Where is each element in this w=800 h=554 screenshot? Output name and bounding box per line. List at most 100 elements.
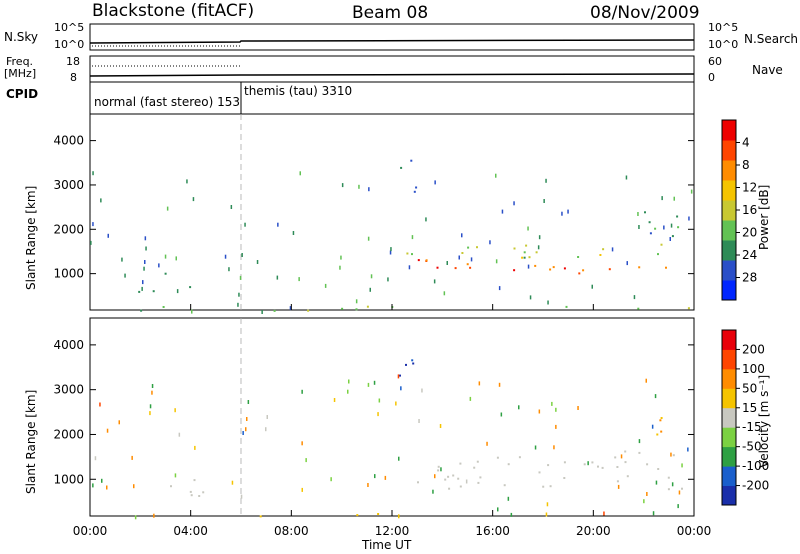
velocity-echo: [377, 513, 380, 515]
y-tick-label: 2000: [53, 427, 84, 441]
power-echo: [638, 225, 640, 229]
power-echo: [436, 266, 439, 269]
cpid-mode-themis: themis (tau) 3310: [244, 84, 353, 98]
velocity-echo: [652, 511, 655, 516]
velocity-echo: [405, 363, 407, 366]
velocity-echo: [510, 512, 513, 517]
power-echo: [369, 287, 371, 292]
power-echo: [417, 259, 420, 262]
power-echo: [340, 255, 342, 260]
power-echo: [241, 253, 243, 257]
power-echo: [669, 237, 671, 241]
velocity-echo: [437, 469, 440, 472]
y-tick-label: 3000: [53, 383, 84, 397]
power-echo: [661, 196, 663, 201]
power-echo: [276, 275, 279, 280]
x-tick-label: 12:00: [375, 524, 410, 538]
power-echo: [446, 261, 448, 265]
power-echo: [166, 206, 169, 211]
nsky-tick-top: 10^5: [54, 21, 85, 34]
power-echo: [307, 309, 310, 312]
nave-tick-top: 60: [708, 55, 722, 68]
velocity-echo: [545, 512, 548, 517]
power-echo: [591, 284, 593, 289]
power-colorbar-swatch: [722, 240, 736, 261]
power-echo: [677, 226, 680, 229]
power-echo: [138, 290, 141, 293]
power-echo: [92, 222, 94, 227]
power-echo: [189, 286, 192, 289]
power-echo: [454, 267, 457, 270]
power-echo: [495, 259, 498, 264]
power-echo: [366, 305, 369, 308]
velocity-echo: [399, 374, 401, 377]
power-echo: [529, 295, 532, 300]
velocity-colorbar-tick-label: 50: [742, 381, 757, 395]
velocity-echo: [397, 374, 400, 379]
power-echo: [523, 251, 526, 254]
velocity-echo: [503, 484, 506, 487]
velocity-echo: [356, 514, 359, 517]
power-echo: [158, 263, 160, 268]
velocity-echo: [348, 379, 350, 384]
velocity-echo: [400, 386, 402, 391]
station-title: Blackstone (fitACF): [92, 1, 255, 21]
power-echo: [525, 244, 528, 247]
velocity-echo: [265, 427, 267, 432]
velocity-colorbar-swatch: [722, 446, 736, 467]
power-echo: [408, 265, 411, 270]
velocity-colorbar-label: Velocity [m s⁻¹]: [757, 374, 771, 468]
velocity-colorbar-swatch: [722, 349, 736, 370]
velocity-echo: [149, 411, 151, 416]
velocity-colorbar-tick-label: -15: [742, 420, 762, 434]
power-echo: [367, 236, 370, 241]
power-echo: [387, 277, 389, 282]
velocity-echo: [247, 400, 250, 404]
power-echo: [649, 232, 652, 235]
power-colorbar-tick-label: 12: [742, 181, 757, 195]
power-colorbar-tick-label: 16: [742, 203, 757, 217]
velocity-echo: [659, 419, 662, 422]
power-echo: [563, 267, 566, 270]
power-echo: [489, 240, 491, 245]
power-echo: [433, 279, 436, 284]
power-echo: [673, 196, 675, 201]
velocity-echo: [398, 456, 400, 461]
velocity-echo: [538, 409, 541, 414]
power-echo: [626, 261, 628, 266]
velocity-colorbar-swatch: [722, 466, 736, 486]
power-echo: [191, 309, 193, 314]
velocity-echo: [153, 513, 155, 518]
velocity-echo: [194, 445, 196, 450]
velocity-echo: [660, 430, 663, 433]
velocity-echo: [620, 454, 623, 459]
power-echo: [567, 209, 569, 214]
nsearch-tick-top: 10^5: [708, 21, 739, 34]
velocity-echo: [677, 504, 679, 509]
velocity-echo: [193, 479, 196, 482]
velocity-colorbar: 200 100 50 15 -15 -50 -100 -200: [721, 329, 769, 506]
velocity-echo: [616, 466, 619, 468]
power-echo: [358, 184, 360, 189]
velocity-echo: [301, 487, 303, 492]
velocity-echo: [497, 507, 499, 512]
power-echo: [144, 236, 147, 241]
velocity-echo: [347, 389, 349, 394]
power-echo: [633, 295, 636, 300]
power-echo: [341, 183, 344, 188]
velocity-echo: [377, 412, 379, 417]
y-tick-label: 4000: [53, 134, 84, 148]
power-echo: [608, 268, 611, 271]
velocity-echo: [601, 466, 604, 469]
velocity-echo: [131, 455, 133, 460]
power-echo: [637, 307, 640, 310]
velocity-echo: [498, 382, 501, 387]
velocity-echo: [646, 463, 649, 466]
velocity-echo: [478, 381, 481, 386]
power-echo: [660, 243, 663, 246]
power-echo: [654, 227, 657, 230]
velocity-echo: [624, 450, 627, 453]
power-colorbar-tick-label: 24: [742, 248, 757, 262]
power-echo: [341, 307, 344, 310]
y-tick-label: 4000: [53, 338, 84, 352]
